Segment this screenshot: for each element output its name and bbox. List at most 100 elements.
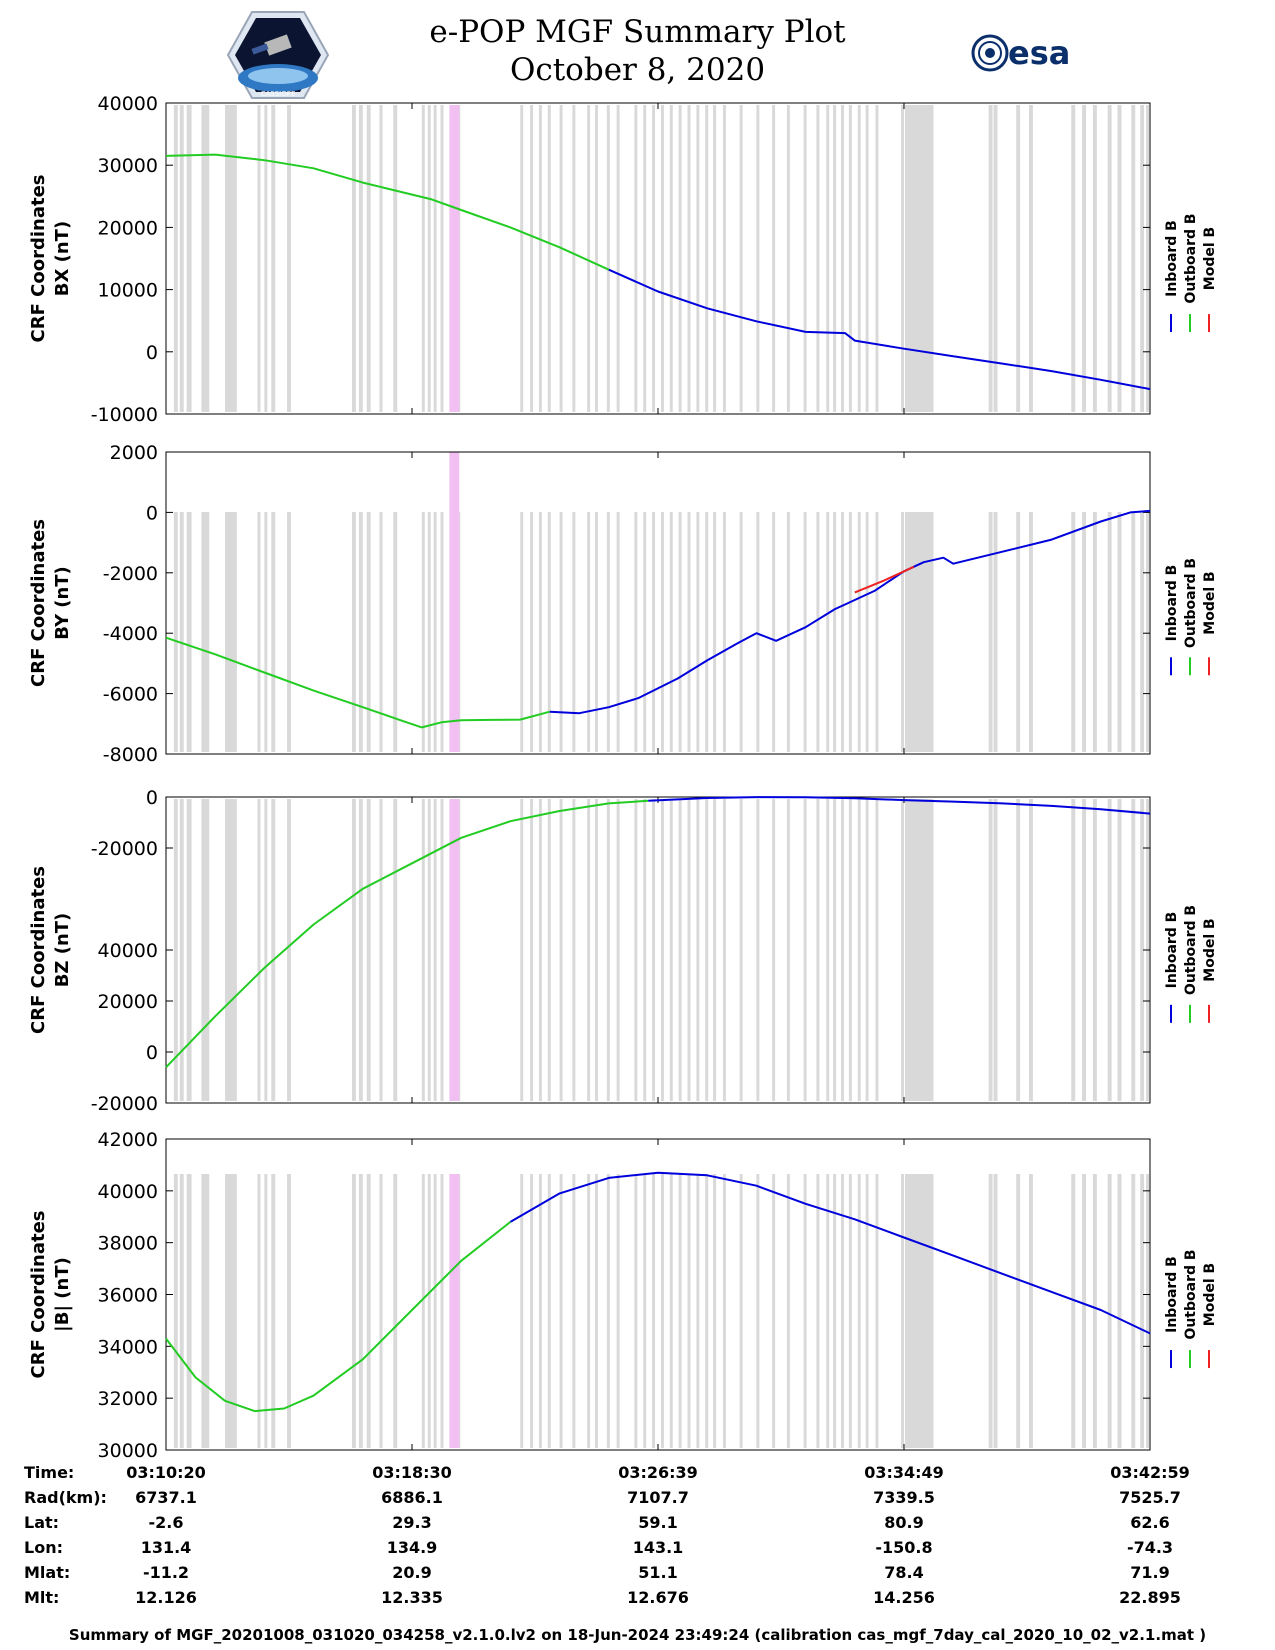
data-gap-band (1140, 105, 1145, 412)
data-gap-band (857, 512, 861, 752)
data-gap-band (173, 1174, 178, 1448)
data-gap-band (358, 1174, 363, 1448)
data-gap-band (848, 1174, 852, 1448)
ephemeris-row-label: Lat: (24, 1513, 60, 1532)
series-outboard-b (165, 799, 649, 1068)
data-gap-band (1028, 1174, 1033, 1448)
ephemeris-value: 03:42:59 (1110, 1463, 1190, 1482)
data-gap-band (1028, 512, 1033, 752)
data-gap-band (587, 799, 591, 1101)
data-gap-band (264, 799, 268, 1101)
y-tick-label: 40000 (98, 1181, 158, 1203)
data-gap-band (678, 799, 682, 1101)
data-gap-band (1028, 799, 1033, 1101)
data-gap-band (826, 1174, 830, 1448)
data-gap-band (739, 799, 743, 1101)
data-gap-band (1071, 1174, 1076, 1448)
legend-label: Model B (1202, 918, 1218, 981)
data-gap-band (669, 105, 673, 412)
data-gap-band (366, 799, 371, 1101)
data-gap-band (421, 512, 425, 752)
y-axis-label: CRF Coordinates (28, 1211, 49, 1379)
data-gap-band (669, 799, 673, 1101)
data-gap-band (1016, 1174, 1021, 1448)
data-gap-band (257, 512, 261, 752)
data-gap-band (530, 512, 534, 752)
data-gap-band (1131, 1174, 1136, 1448)
y-tick-label: -20000 (91, 838, 158, 860)
data-gap-band (201, 512, 210, 752)
data-gap-band (1107, 105, 1112, 412)
data-gap-band (713, 1174, 717, 1448)
legend-label: Inboard B (1164, 1256, 1180, 1333)
data-gap-band (756, 1174, 760, 1448)
data-gap-band (520, 799, 524, 1101)
ephemeris-value: 03:10:20 (126, 1463, 206, 1482)
data-gap-band (351, 799, 356, 1101)
y-axis-label: CRF Coordinates (28, 175, 49, 343)
data-gap-band (875, 799, 879, 1101)
data-gap-band (865, 512, 869, 752)
data-gap-band (786, 1174, 790, 1448)
data-gap-band (1082, 1174, 1087, 1448)
data-gap-band (1107, 512, 1112, 752)
legend-label: Outboard B (1183, 905, 1199, 995)
data-gap-band (287, 799, 291, 1101)
data-gap-band (634, 799, 638, 1101)
data-gap-band (841, 799, 844, 1101)
ephemeris-row-label: Lon: (24, 1538, 63, 1557)
data-gap-band (772, 512, 776, 752)
data-gap-band (1107, 1174, 1112, 1448)
ephemeris-value: 12.126 (135, 1588, 197, 1607)
y-tick-label: 38000 (98, 1233, 158, 1255)
data-gap-band (1071, 799, 1076, 1101)
data-gap-band (660, 799, 664, 1101)
ephemeris-value: 51.1 (638, 1563, 678, 1582)
data-gap-band (772, 799, 776, 1101)
data-gap-band (225, 105, 237, 412)
legend-label: Inboard B (1164, 912, 1180, 989)
ephemeris-value: 29.3 (392, 1513, 432, 1532)
data-gap-band (756, 799, 760, 1101)
data-gap-band (595, 105, 598, 412)
data-gap-band (1092, 799, 1097, 1101)
data-gap-band (993, 105, 998, 412)
data-gap-band (201, 799, 210, 1101)
data-gap-band (366, 512, 371, 752)
data-gap-band (907, 1174, 934, 1448)
data-gap-band (595, 512, 598, 752)
series-outboard-b (165, 636, 551, 729)
panel-4: 30000 32000 34000 36000 38000 40000 42000 CRF C… (28, 1129, 1218, 1460)
data-gap-band (427, 1174, 431, 1448)
data-gap-band (722, 799, 726, 1101)
data-gap-band (833, 105, 837, 412)
ephemeris-value: 143.1 (632, 1538, 684, 1557)
data-gap-band (440, 105, 444, 412)
data-gap-band (907, 105, 934, 412)
data-gap-band (739, 512, 743, 752)
y-tick-label: 30000 (98, 155, 158, 177)
ephemeris-value: 6737.1 (135, 1488, 197, 1507)
data-gap-band (1082, 512, 1087, 752)
data-gap-band (660, 105, 664, 412)
y-tick-label: 20000 (98, 991, 158, 1013)
axes-box (165, 1138, 1151, 1451)
y-tick-label: 0 (146, 1042, 158, 1064)
data-gap-band (1082, 105, 1087, 412)
data-gap-band (547, 1174, 551, 1448)
data-gap-band (705, 1174, 709, 1448)
data-gap-band (1016, 105, 1021, 412)
data-gap-band (179, 1174, 184, 1448)
y-tick-label: 10000 (98, 280, 158, 302)
data-gap-band (440, 512, 444, 752)
data-gap-band (433, 799, 437, 1101)
data-gap-band (421, 799, 425, 1101)
plot-title: e-POP MGF Summary Plot (429, 14, 846, 50)
data-gap-band (433, 512, 437, 752)
data-gap-band (687, 799, 691, 1101)
data-gap-band (1140, 512, 1145, 752)
data-gap-band (816, 512, 820, 752)
y-tick-label: -2000 (103, 563, 158, 585)
legend-label: Outboard B (1183, 558, 1199, 648)
